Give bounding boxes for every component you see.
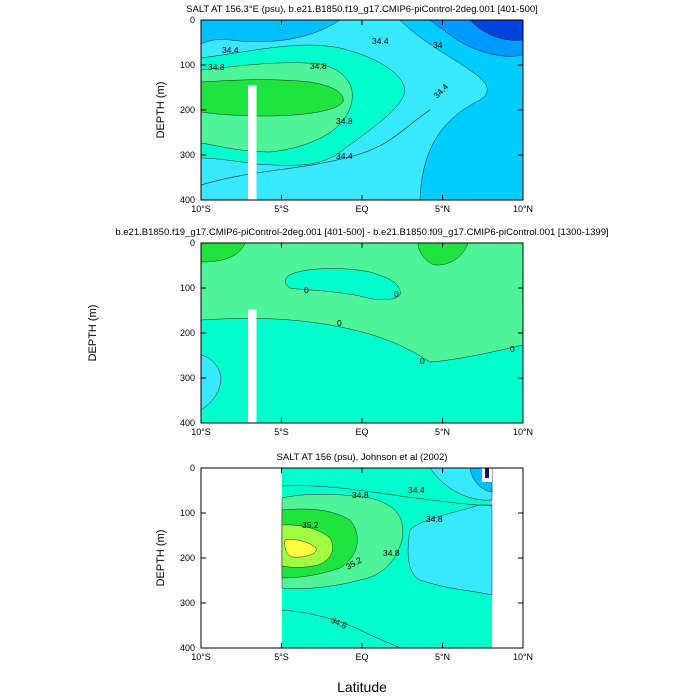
panel-1-top-left-region bbox=[201, 20, 341, 45]
panel-1-top-right-core bbox=[469, 20, 523, 41]
panel-3-ylabel: DEPTH (m) bbox=[155, 530, 167, 587]
panel-3: SALT AT 156 (psu), Johnson et al (2002) … bbox=[155, 452, 533, 662]
panel-3-right-low-region bbox=[407, 504, 493, 596]
panel-2-contour-labels: 0 0 0 0 0 bbox=[304, 285, 515, 366]
panel-2: b.e21.B1850.f19_g17.CMIP6-piControl-2deg… bbox=[87, 227, 609, 437]
y-tick-label: 400 bbox=[180, 195, 195, 205]
panel-2-top-right-patch bbox=[417, 243, 469, 266]
y-tick-label: 200 bbox=[180, 105, 195, 115]
panel-2-positive-region bbox=[201, 243, 523, 363]
contour-label: 34 bbox=[433, 40, 443, 50]
contour-label: 0 bbox=[420, 356, 425, 366]
panel-2-title: b.e21.B1850.f19_g17.CMIP6-piControl-2deg… bbox=[115, 227, 608, 238]
contour-label: 34.4 bbox=[222, 45, 239, 55]
y-tick-label: 100 bbox=[180, 283, 195, 293]
x-tick-label: 5°S bbox=[274, 427, 289, 437]
contour-label: 34.4 bbox=[408, 485, 425, 495]
x-tick-label: EQ bbox=[355, 204, 368, 214]
contour-label: 34.4 bbox=[372, 36, 389, 46]
panel-3-contour-lower bbox=[281, 609, 401, 648]
panel-3-peak-region bbox=[284, 539, 317, 558]
y-tick-label: 400 bbox=[180, 418, 195, 428]
contour-label: 0 bbox=[304, 285, 309, 295]
contour-label: 35.2 bbox=[302, 520, 319, 530]
panel-1-axes: 10°S 5°S EQ 5°N 10°N 0 100 200 300 400 bbox=[180, 15, 533, 214]
contour-label: 34.8 bbox=[208, 62, 225, 72]
contour-label: 34.4 bbox=[336, 151, 353, 161]
panel-1-ylabel: DEPTH (m) bbox=[155, 82, 167, 139]
contour-label: 34.8 bbox=[426, 514, 443, 524]
x-tick-label: 5°N bbox=[435, 427, 450, 437]
contour-label: 0 bbox=[337, 318, 342, 328]
y-tick-label: 100 bbox=[180, 60, 195, 70]
y-tick-label: 300 bbox=[180, 150, 195, 160]
contour-label: 34.8 bbox=[383, 548, 400, 558]
panel-2-left-negative-patch bbox=[201, 354, 222, 411]
panel-2-missing-column bbox=[248, 309, 257, 423]
y-tick-label: 200 bbox=[180, 553, 195, 563]
contour-label: 34.8 bbox=[336, 116, 353, 126]
x-tick-label: 10°N bbox=[513, 204, 533, 214]
panel-2-ylabel: DEPTH (m) bbox=[87, 305, 99, 362]
panel-3-title: SALT AT 156 (psu), Johnson et al (2002) bbox=[277, 452, 448, 463]
y-tick-label: 100 bbox=[180, 508, 195, 518]
panel-1-right-low-region bbox=[399, 20, 523, 200]
panel-3-dark-patch bbox=[485, 468, 489, 478]
figure-xlabel: Latitude bbox=[337, 679, 387, 695]
x-tick-label: 10°N bbox=[513, 427, 533, 437]
x-tick-label: 5°N bbox=[435, 204, 450, 214]
panel-1-contour-low-left bbox=[201, 109, 431, 186]
y-tick-label: 300 bbox=[180, 598, 195, 608]
x-tick-label: 10°S bbox=[191, 652, 211, 662]
y-tick-label: 0 bbox=[190, 15, 195, 25]
panel-3-contour-upper bbox=[281, 485, 493, 507]
y-tick-label: 200 bbox=[180, 328, 195, 338]
panel-1-core-region bbox=[201, 79, 344, 117]
panel-2-fields bbox=[201, 243, 523, 423]
panel-3-fields bbox=[281, 468, 493, 648]
x-tick-label: EQ bbox=[355, 652, 368, 662]
panel-2-negative-patch bbox=[285, 268, 401, 300]
panel-1-missing-column bbox=[248, 85, 257, 200]
y-tick-label: 0 bbox=[190, 463, 195, 473]
x-tick-label: 5°S bbox=[274, 204, 289, 214]
panel-1-fields bbox=[201, 20, 523, 200]
contour-label: 0 bbox=[394, 289, 399, 299]
y-tick-label: 300 bbox=[180, 373, 195, 383]
y-tick-label: 0 bbox=[190, 238, 195, 248]
panel-1-title: SALT AT 156.3°E (psu), b.e21.B1850.f19_g… bbox=[186, 4, 538, 15]
contour-label: 34.8 bbox=[310, 61, 327, 71]
x-tick-label: 5°N bbox=[435, 652, 450, 662]
contour-label: 34.8 bbox=[352, 490, 369, 500]
x-tick-label: 5°S bbox=[274, 652, 289, 662]
x-tick-label: EQ bbox=[355, 427, 368, 437]
contour-label: 0 bbox=[510, 344, 515, 354]
panel-1: SALT AT 156.3°E (psu), b.e21.B1850.f19_g… bbox=[155, 4, 538, 214]
panel-3-axes: 10°S 5°S EQ 5°N 10°N 0 100 200 300 400 bbox=[180, 463, 533, 662]
panel-2-axes: 10°S 5°S EQ 5°N 10°N 0 100 200 300 400 bbox=[180, 238, 533, 437]
x-tick-label: 10°S bbox=[191, 427, 211, 437]
x-tick-label: 10°S bbox=[191, 204, 211, 214]
x-tick-label: 10°N bbox=[513, 652, 533, 662]
y-tick-label: 400 bbox=[180, 643, 195, 653]
